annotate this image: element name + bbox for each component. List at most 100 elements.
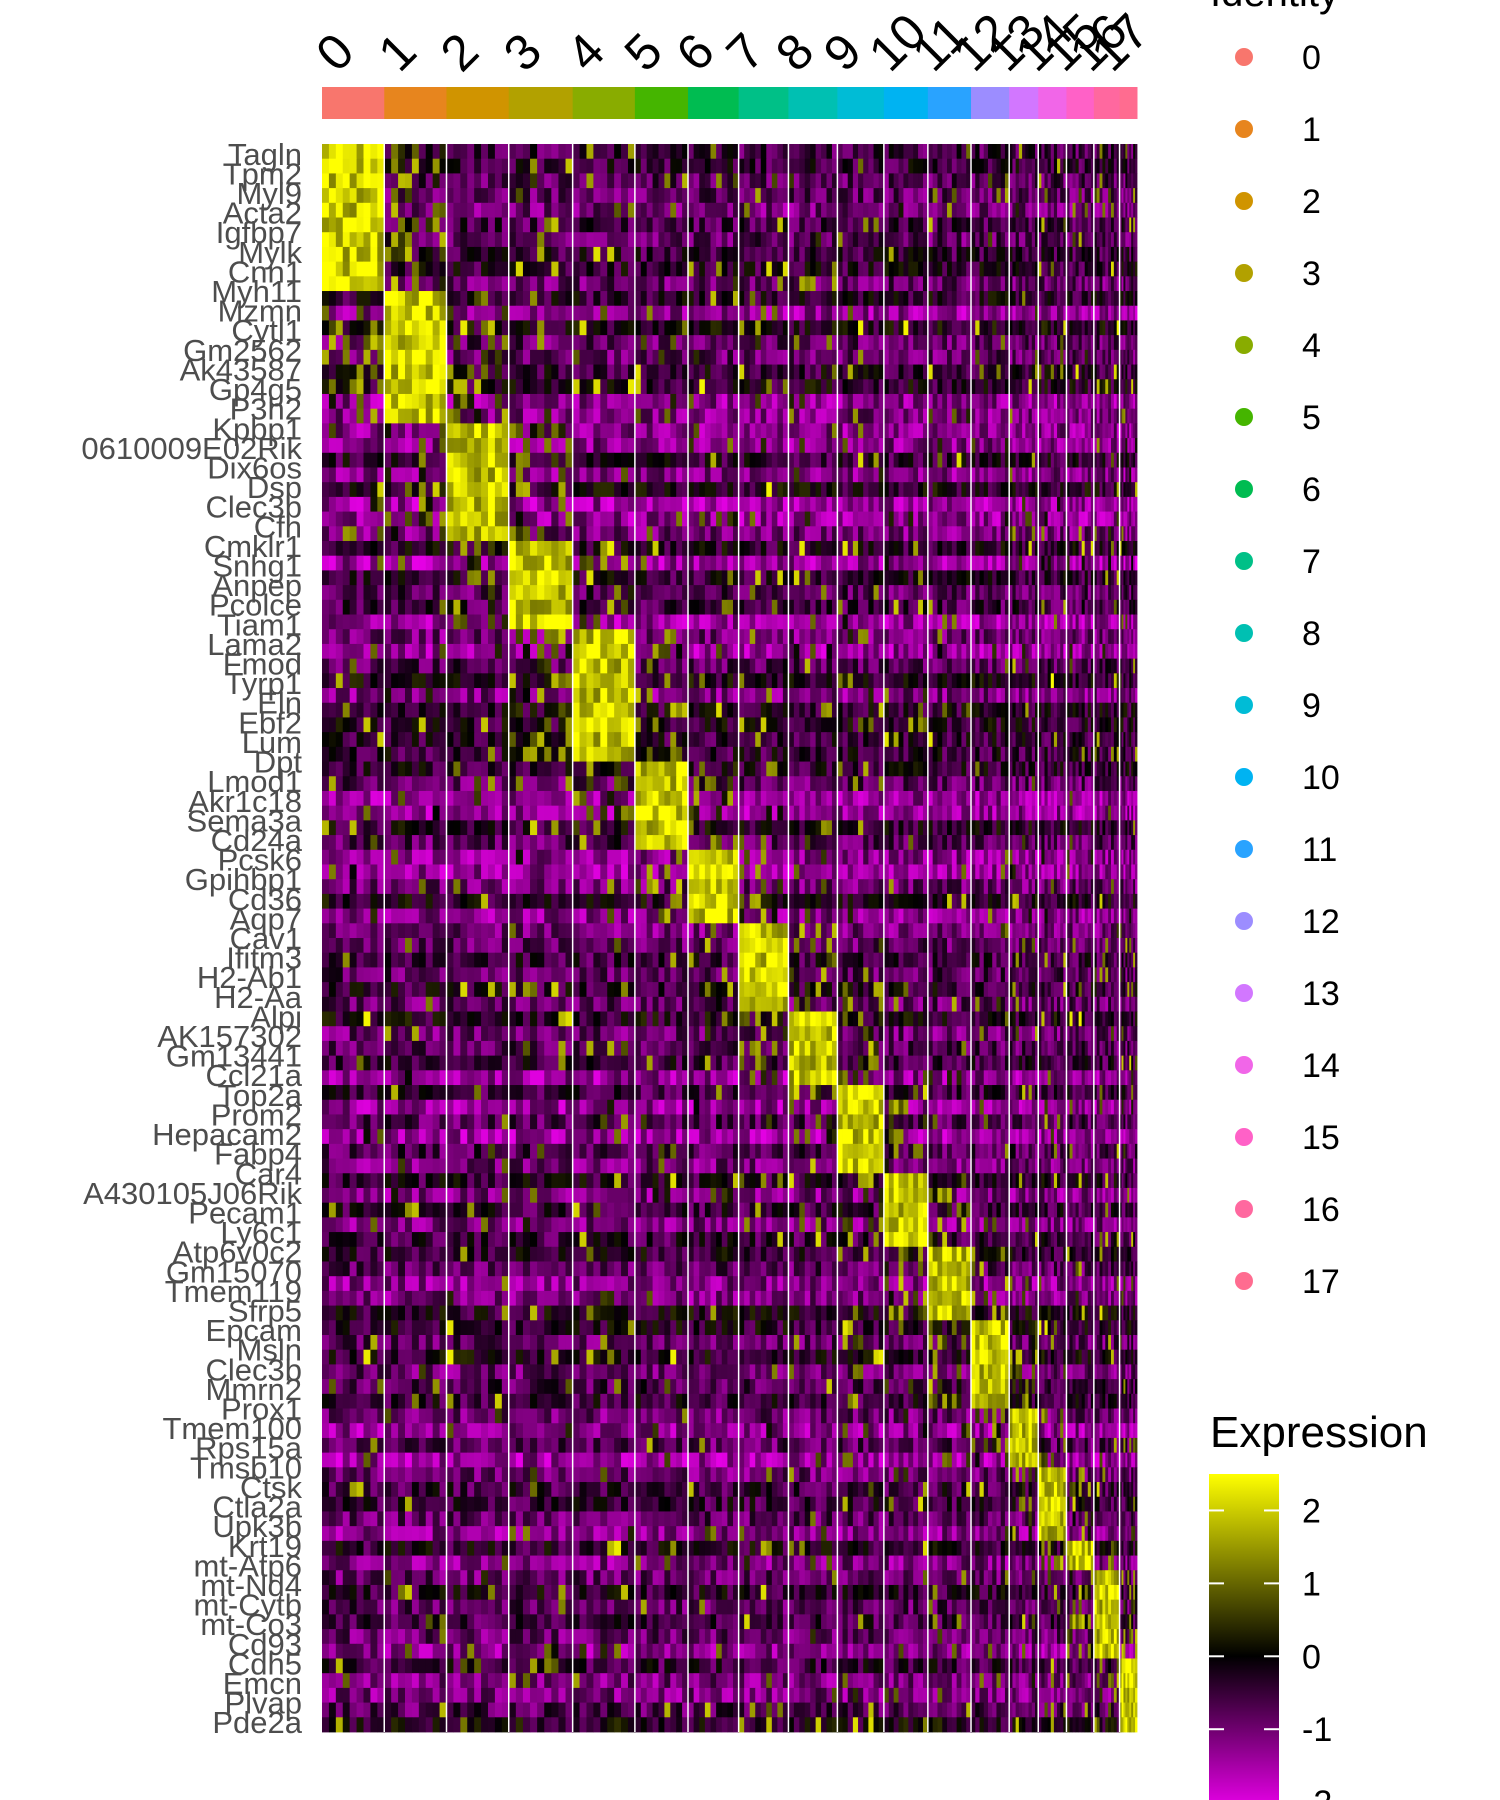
- heat-cell: [600, 335, 608, 351]
- heat-cell: [474, 408, 482, 424]
- heat-cell: [593, 246, 601, 263]
- heat-cell: [481, 320, 489, 336]
- heat-cell: [1131, 335, 1134, 351]
- heat-cell: [481, 526, 489, 542]
- heat-cell: [760, 335, 767, 351]
- heat-cell: [607, 526, 615, 542]
- heat-cell: [987, 349, 993, 365]
- heat-cell: [1015, 144, 1020, 160]
- heat-cell: [515, 555, 524, 571]
- heat-cell: [600, 438, 608, 454]
- heat-cell: [614, 202, 622, 218]
- heat-cell: [760, 393, 767, 410]
- heat-cell: [971, 173, 976, 189]
- heat-cell: [530, 511, 538, 527]
- heat-cell: [766, 349, 773, 365]
- heat-cell: [918, 511, 924, 527]
- heat-cell: [377, 585, 385, 601]
- heat-cell: [530, 158, 538, 174]
- heat-cell: [1069, 467, 1073, 483]
- heat-cell: [453, 202, 461, 218]
- heat-cell: [614, 232, 622, 248]
- heat-cell: [888, 202, 895, 218]
- heat-cell: [1111, 305, 1115, 321]
- heat-cell: [1038, 276, 1042, 292]
- heat-cell: [634, 526, 642, 542]
- heat-cell: [987, 217, 993, 233]
- heat-cell: [1009, 364, 1013, 380]
- heat-cell: [1012, 158, 1017, 174]
- heat-cell: [572, 305, 580, 321]
- heat-cell: [1063, 188, 1067, 204]
- heat-cell: [1133, 511, 1136, 527]
- heat-cell: [1015, 246, 1020, 263]
- heat-cell: [1131, 482, 1134, 498]
- heat-cell: [1116, 158, 1120, 174]
- heat-cell: [446, 555, 454, 571]
- heat-cell: [1078, 482, 1083, 498]
- heat-cell: [1050, 158, 1055, 174]
- heat-cell: [342, 379, 351, 395]
- heat-cell: [826, 320, 833, 336]
- heat-cell: [810, 261, 817, 277]
- heat-cell: [777, 379, 784, 395]
- heat-cell: [640, 555, 648, 571]
- heat-cell: [799, 188, 806, 204]
- heat-cell: [370, 379, 378, 395]
- heat-cell: [565, 570, 574, 586]
- heat-cell: [481, 379, 489, 395]
- heat-cell: [1111, 364, 1115, 380]
- heat-cell: [721, 526, 728, 542]
- heat-cell: [918, 320, 924, 336]
- heat-cell: [766, 217, 773, 233]
- heat-cell: [908, 482, 914, 498]
- heat-cell: [432, 349, 440, 365]
- heat-cell: [975, 173, 980, 189]
- heat-cell: [821, 276, 827, 292]
- heat-cell: [474, 291, 482, 307]
- heat-cell: [579, 496, 587, 512]
- heat-cell: [996, 452, 1002, 468]
- heat-cell: [1087, 570, 1092, 586]
- heat-cell: [908, 276, 914, 292]
- heat-cell: [593, 379, 601, 395]
- heat-cell: [1060, 320, 1064, 336]
- heat-cell: [1035, 467, 1039, 483]
- heat-cell: [804, 511, 811, 527]
- heat-cell: [932, 452, 938, 468]
- heat-cell: [1135, 467, 1138, 483]
- heat-cell: [842, 305, 849, 321]
- heat-cell: [322, 379, 330, 395]
- heat-cell: [1038, 202, 1042, 218]
- heat-cell: [676, 305, 683, 321]
- heat-cell: [927, 217, 934, 233]
- heat-cell: [971, 335, 976, 351]
- heat-cell: [391, 335, 399, 351]
- heat-cell: [749, 246, 756, 263]
- heat-cell: [979, 496, 985, 512]
- heat-cell: [391, 217, 399, 233]
- heat-cell: [771, 438, 778, 454]
- heat-cell: [975, 541, 980, 557]
- heat-cell: [377, 452, 385, 468]
- heat-cell: [1093, 144, 1098, 160]
- heat-cell: [1081, 364, 1086, 380]
- heat-cell: [810, 232, 817, 248]
- heat-cell: [1072, 452, 1076, 468]
- heat-cell: [804, 320, 811, 336]
- heat-cell: [370, 541, 378, 557]
- heat-cell: [551, 349, 559, 365]
- heat-cell: [1044, 423, 1049, 439]
- heat-cell: [658, 305, 665, 321]
- heat-cell: [565, 408, 574, 424]
- heat-cell: [411, 144, 420, 160]
- heat-cell: [873, 585, 880, 601]
- heat-cell: [688, 467, 695, 483]
- heat-cell: [363, 291, 371, 307]
- heat-cell: [922, 335, 929, 351]
- heat-cell: [956, 511, 962, 527]
- heat-cell: [640, 188, 648, 204]
- heat-cell: [634, 452, 642, 468]
- heat-cell: [1038, 246, 1042, 263]
- heat-cell: [501, 144, 510, 160]
